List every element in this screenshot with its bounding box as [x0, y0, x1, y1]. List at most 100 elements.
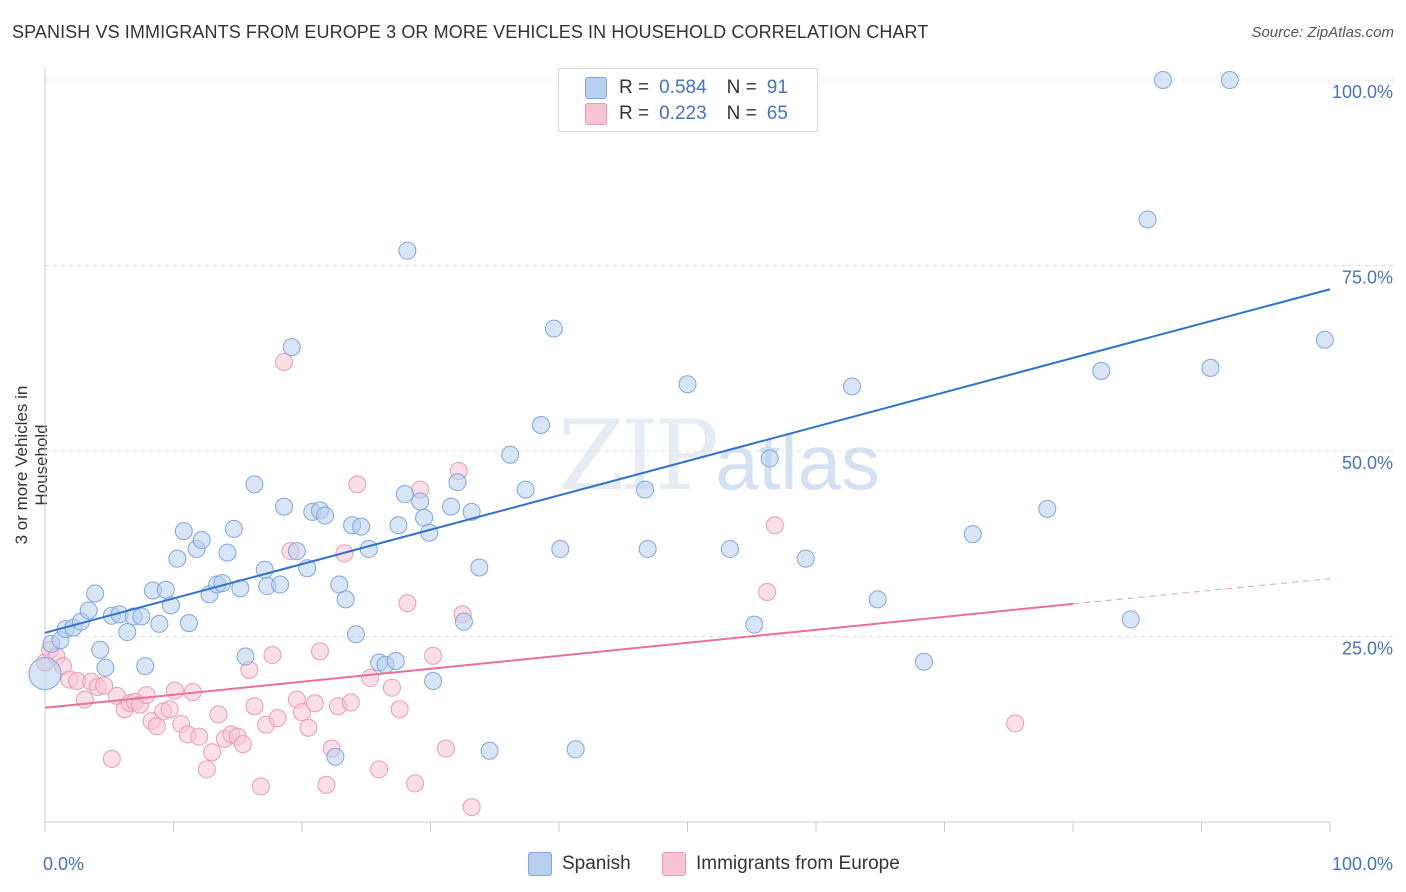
- spanish-point: [963, 525, 982, 544]
- europe-points: [36, 352, 1025, 817]
- spanish-point: [544, 319, 563, 338]
- europe-point: [190, 727, 209, 746]
- spanish-point: [532, 416, 551, 435]
- europe-point: [310, 642, 329, 661]
- spanish-point: [79, 601, 98, 620]
- europe-point: [1006, 714, 1025, 733]
- y-tick-label: 25.0%: [1342, 639, 1393, 659]
- spanish-point: [842, 377, 861, 396]
- spanish-point: [245, 475, 264, 494]
- spanish-point: [566, 740, 585, 759]
- spanish-point: [86, 584, 105, 603]
- spanish-point: [389, 516, 408, 535]
- europe-point: [268, 709, 287, 728]
- correlation-legend: R = 0.584 N = 91 R = 0.223 N = 65: [558, 68, 818, 132]
- spanish-point: [1153, 71, 1172, 89]
- tick-labels: 25.0% 50.0% 75.0% 100.0% 0.0% 100.0%: [43, 82, 1393, 874]
- spanish-point: [411, 492, 430, 511]
- spanish-point: [316, 506, 335, 525]
- europe-point: [341, 693, 360, 712]
- europe-point: [197, 760, 216, 779]
- spanish-point: [480, 741, 499, 760]
- spanish-point: [1315, 330, 1334, 349]
- spanish-point: [796, 549, 815, 568]
- spanish-point: [745, 615, 764, 634]
- spanish-point: [638, 539, 657, 558]
- spanish-point: [346, 625, 365, 644]
- watermark-atlas: atlas: [715, 418, 880, 506]
- europe-point: [436, 739, 455, 758]
- spanish-point: [271, 575, 290, 594]
- spanish-point: [386, 651, 405, 670]
- europe-point: [424, 646, 443, 665]
- europe-point: [758, 582, 777, 601]
- spanish-point: [868, 590, 887, 609]
- spanish-point: [330, 575, 349, 594]
- spanish-point: [1092, 361, 1111, 380]
- europe-point: [147, 717, 166, 736]
- spanish-point: [448, 473, 467, 492]
- spanish-point: [501, 445, 520, 464]
- europe-point: [95, 676, 114, 695]
- spanish-point: [1038, 499, 1057, 518]
- europe-point: [245, 697, 264, 716]
- europe-point: [317, 775, 336, 794]
- legend-label-europe: Immigrants from Europe: [696, 853, 900, 874]
- y-tick-label: 75.0%: [1342, 268, 1393, 288]
- europe-point: [293, 703, 311, 722]
- europe-point: [370, 760, 389, 779]
- trend-lines: [44, 288, 1331, 709]
- legend-n-label: N =: [726, 103, 757, 124]
- legend-swatch-europe: [585, 103, 607, 125]
- legend-n-label: N =: [726, 77, 757, 98]
- source-credit: Source: ZipAtlas.com: [1251, 24, 1394, 41]
- legend-label-spanish: Spanish: [562, 853, 631, 874]
- europe-point: [275, 352, 294, 371]
- spanish-point: [336, 590, 355, 609]
- legend-row-spanish: R = 0.584 N = 91: [585, 76, 788, 100]
- spanish-trend-line: [44, 288, 1331, 634]
- legend-r-label: R =: [619, 103, 650, 124]
- spanish-point: [1138, 210, 1157, 229]
- legend-n-value: 91: [766, 77, 788, 98]
- spanish-point: [914, 652, 933, 671]
- europe-point: [209, 705, 228, 724]
- europe-point: [203, 743, 222, 762]
- spanish-point: [136, 657, 155, 676]
- europe-point: [462, 798, 481, 817]
- spanish-point: [636, 480, 655, 499]
- legend-item-europe[interactable]: Immigrants from Europe: [662, 852, 900, 876]
- legend-row-europe: R = 0.223 N = 65: [585, 102, 788, 126]
- europe-point: [765, 516, 784, 535]
- europe-point: [398, 594, 417, 613]
- europe-point: [165, 681, 184, 700]
- spanish-point: [1220, 71, 1239, 89]
- europe-point: [102, 749, 121, 768]
- europe-point: [382, 678, 401, 697]
- y-tick-label: 100.0%: [1332, 82, 1393, 102]
- spanish-point: [156, 580, 175, 599]
- spanish-point: [462, 502, 481, 521]
- europe-point: [305, 694, 324, 713]
- spanish-point: [132, 607, 151, 626]
- europe-point: [390, 700, 409, 719]
- europe-point: [137, 686, 156, 705]
- spanish-point: [174, 522, 193, 541]
- spanish-point: [678, 375, 697, 394]
- spanish-point: [91, 640, 110, 659]
- x-tick-label: 100.0%: [1332, 854, 1393, 874]
- spanish-point: [395, 485, 414, 504]
- europe-point: [160, 700, 179, 719]
- y-tick-label: 50.0%: [1342, 453, 1393, 473]
- legend-swatch-spanish: [585, 77, 607, 99]
- spanish-point: [424, 672, 443, 691]
- legend-item-spanish[interactable]: Spanish: [528, 852, 631, 876]
- spanish-point: [224, 519, 243, 538]
- europe-point: [263, 646, 282, 665]
- spanish-point: [218, 543, 237, 562]
- spanish-point: [150, 614, 169, 633]
- spanish-point: [551, 539, 570, 558]
- chart-title: SPANISH VS IMMIGRANTS FROM EUROPE 3 OR M…: [12, 22, 929, 42]
- legend-swatch-europe: [662, 852, 686, 876]
- legend-n-value: 65: [766, 103, 788, 124]
